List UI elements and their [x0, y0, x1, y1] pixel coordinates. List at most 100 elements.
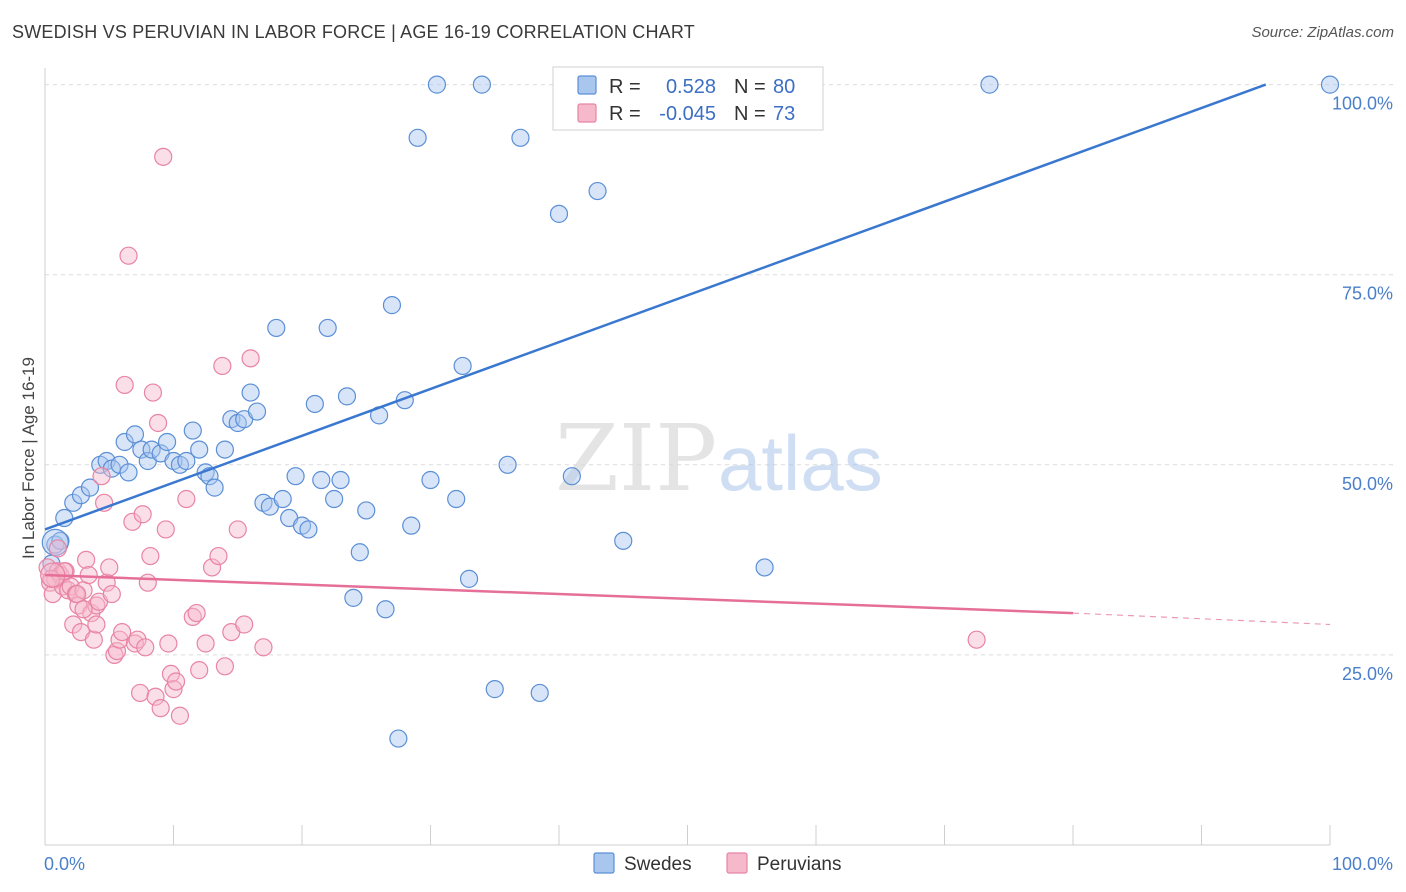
swede-point	[157, 432, 177, 452]
y-tick-labels: 25.0% 50.0% 75.0% 100.0%	[1332, 94, 1393, 684]
swede-point	[357, 501, 376, 520]
peruvian-point	[77, 550, 96, 569]
swede-point	[267, 318, 286, 338]
peruvian-point	[136, 638, 155, 657]
y-tick-label: 50.0%	[1342, 474, 1393, 494]
stats-r-label-peruvians: R =	[609, 103, 641, 125]
swede-point	[382, 296, 402, 315]
peruvian-point	[48, 539, 67, 558]
swede-point	[755, 558, 774, 577]
swede-point	[427, 75, 447, 94]
swede-point	[588, 181, 607, 201]
swede-point	[247, 402, 267, 421]
swede-point	[1320, 75, 1340, 94]
swede-point	[215, 440, 234, 459]
peruvian-point	[92, 467, 111, 486]
legend-swatch-swedes	[593, 852, 615, 874]
peruvian-point	[241, 349, 260, 368]
peruvian-point	[187, 603, 206, 623]
peruvian-point	[196, 634, 215, 653]
peruvian-point	[87, 615, 106, 634]
swede-point	[299, 520, 318, 539]
swede-point	[485, 680, 504, 699]
peruvian-point	[154, 147, 173, 166]
swede-point	[183, 421, 202, 440]
swede-point	[241, 383, 260, 402]
grid-lines	[45, 84, 1393, 656]
peruvian-point	[159, 634, 178, 653]
chart-title: SWEDISH VS PERUVIAN IN LABOR FORCE | AGE…	[12, 22, 695, 42]
stats-n-value-swedes: 80	[773, 76, 795, 98]
stats-box: R = 0.528 N = 80 R = -0.045 N = 73	[552, 66, 824, 131]
svg-text:ZIP: ZIP	[555, 405, 717, 512]
peruvian-point	[146, 687, 165, 706]
peruvian-point	[967, 630, 986, 649]
x-tick-labels: 0.0% 100.0%	[44, 854, 1393, 874]
swede-point	[498, 455, 517, 474]
legend-swatch-peruvians	[726, 852, 748, 874]
x-tick-label: 100.0%	[1332, 854, 1393, 874]
swede-point	[472, 75, 491, 94]
peruvian-point	[128, 630, 147, 649]
swede-point	[453, 356, 472, 376]
peruvian-point	[148, 413, 168, 433]
stats-r-value-peruvians: -0.045	[659, 103, 716, 125]
watermark: ZIP atlas	[555, 405, 883, 512]
series-swedes	[41, 75, 1340, 748]
swede-point	[459, 569, 479, 588]
swede-point	[389, 729, 408, 748]
swede-point	[350, 543, 369, 562]
peruvian-point	[84, 630, 103, 649]
swede-point	[562, 467, 581, 486]
peruvian-point	[213, 356, 232, 376]
swede-point	[312, 470, 331, 490]
peruvian-point	[138, 573, 157, 592]
swede-point	[177, 451, 196, 471]
swede-point	[132, 440, 151, 459]
peruvian-point	[202, 558, 222, 577]
trend-lines	[44, 83, 1331, 626]
swede-point	[64, 493, 83, 512]
peruvian-point	[107, 641, 127, 661]
peruvian-point	[68, 584, 87, 604]
swede-point	[318, 318, 337, 338]
swede-point	[402, 516, 421, 535]
peruvian-point	[209, 546, 228, 566]
stats-n-label-swedes: N =	[734, 76, 766, 98]
swede-point	[447, 489, 466, 509]
peruvian-point	[190, 661, 209, 680]
x-tick-label: 0.0%	[44, 854, 85, 874]
axes	[44, 68, 1331, 846]
swede-point	[344, 588, 363, 607]
stats-r-value-swedes: 0.528	[666, 76, 716, 98]
peruvian-point	[130, 683, 150, 703]
peruvian-point	[151, 699, 170, 718]
swede-point	[119, 463, 138, 482]
peruvian-point	[79, 565, 98, 585]
peruvian-point	[112, 622, 132, 642]
swede-point	[376, 600, 395, 619]
peruvian-point	[115, 375, 134, 395]
swede-point	[421, 470, 440, 490]
swede-point	[125, 425, 145, 444]
swede-point	[325, 489, 344, 509]
swede-point	[614, 531, 633, 550]
stats-r-label-swedes: R =	[609, 76, 641, 98]
swede-point	[142, 440, 161, 459]
peruvian-point	[74, 600, 93, 619]
stats-n-label-peruvians: N =	[734, 103, 766, 125]
swede-point	[980, 75, 999, 94]
swede-point	[331, 470, 350, 490]
peruvian-point	[119, 246, 138, 265]
swede-point	[337, 387, 357, 406]
swedes-trend-line	[44, 83, 1267, 531]
legend-label-swedes: Swedes	[624, 854, 692, 875]
peruvian-point	[156, 520, 175, 539]
stats-n-value-peruvians: 73	[773, 103, 795, 125]
peruvian-point	[166, 672, 186, 691]
swede-point	[286, 467, 305, 486]
peruvian-point	[141, 546, 160, 566]
peruvian-point	[228, 520, 247, 539]
stats-swatch-peruvians	[577, 103, 597, 123]
peruvians-trend-extension	[1072, 612, 1331, 626]
